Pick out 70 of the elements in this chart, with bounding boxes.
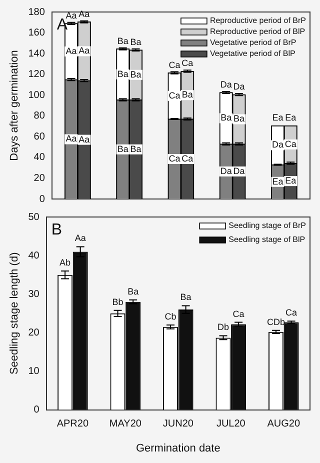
data-label: Ca — [168, 153, 180, 164]
annotation: B — [51, 221, 62, 238]
data-label: Da — [220, 166, 232, 176]
annotation: Ba — [130, 36, 142, 47]
y-axis-title: Seedling stage length (d) — [8, 252, 21, 375]
data-label: Aa — [78, 134, 90, 144]
legend-label: Vegetative period of BrP — [210, 38, 296, 48]
y-tick-label: 80 — [34, 110, 46, 122]
y-tick-label: 180 — [28, 6, 46, 18]
y-tick-label: 0 — [39, 194, 46, 205]
legend-label: Vegetative period of BlP — [210, 49, 296, 58]
data-label: Da — [233, 166, 245, 176]
legend-label: Seedling stage of BrP — [228, 221, 306, 230]
data-label: Aa — [66, 46, 77, 56]
y-tick-label: 20 — [34, 172, 46, 184]
y-tick-label: 160 — [28, 28, 46, 39]
annotation: Da — [220, 80, 232, 90]
annotation: Ea — [285, 112, 296, 123]
data-label: Ba — [117, 68, 128, 79]
x-tick-label: JUN20 — [162, 418, 194, 430]
data-label: Ba — [182, 90, 193, 100]
data-label: Da — [272, 140, 284, 150]
annotation: Ca — [182, 58, 194, 68]
y-tick-label: 50 — [28, 212, 40, 223]
data-label: Ba — [128, 286, 139, 296]
data-label: Db — [217, 322, 230, 332]
data-label: Aa — [74, 233, 86, 244]
annotation: Ba — [117, 36, 128, 46]
data-label: Ea — [285, 176, 296, 186]
y-tick-label: 40 — [34, 152, 46, 164]
data-label: Ba — [180, 292, 192, 302]
legend-label: Reproductive period of BlP — [210, 27, 306, 36]
y-tick-label: 140 — [28, 48, 46, 60]
data-label: Ba — [130, 144, 142, 154]
data-label: Ca — [168, 90, 180, 100]
data-label: Ca — [232, 308, 244, 319]
data-label: Ca — [284, 138, 296, 149]
y-tick-label: 30 — [28, 288, 40, 300]
annotation: Ca — [168, 60, 180, 70]
data-label: Ca — [286, 308, 298, 318]
y-tick-label: 20 — [28, 327, 40, 338]
data-label: Aa — [66, 134, 77, 144]
y-tick-label: 100 — [28, 90, 46, 101]
x-tick-label: APR20 — [56, 418, 89, 430]
y-tick-label: 60 — [34, 131, 46, 142]
data-label: Ea — [272, 176, 284, 186]
data-label: Ba — [130, 69, 142, 80]
data-label: Ba — [220, 112, 232, 123]
x-tick-label: JUL20 — [216, 418, 246, 430]
annotation: Ea — [272, 112, 284, 123]
y-tick-label: 120 — [28, 69, 46, 80]
x-tick-label: AUG20 — [267, 418, 300, 430]
data-label: Aa — [78, 46, 90, 56]
data-label: Cb — [164, 311, 176, 322]
data-label: Ab — [60, 257, 71, 268]
data-label: Ba — [117, 144, 128, 154]
x-tick-label: MAY20 — [109, 418, 142, 430]
legend-label: Reproductive period of BrP — [210, 16, 306, 26]
annotation: Da — [233, 82, 245, 92]
data-label: Bb — [112, 296, 124, 307]
y-tick-label: 40 — [28, 250, 40, 262]
x-axis-title: Germination date — [136, 442, 220, 454]
data-label: CDb — [266, 316, 285, 327]
y-tick-label: 10 — [28, 366, 40, 377]
annotation: Aa — [66, 10, 77, 20]
y-tick-label: 0 — [34, 404, 40, 416]
data-label: Ca — [182, 153, 194, 164]
data-label: Ba — [234, 114, 245, 124]
y-axis-title: Days after germination — [8, 50, 21, 161]
legend-label: Seedling stage of BlP — [228, 235, 306, 244]
